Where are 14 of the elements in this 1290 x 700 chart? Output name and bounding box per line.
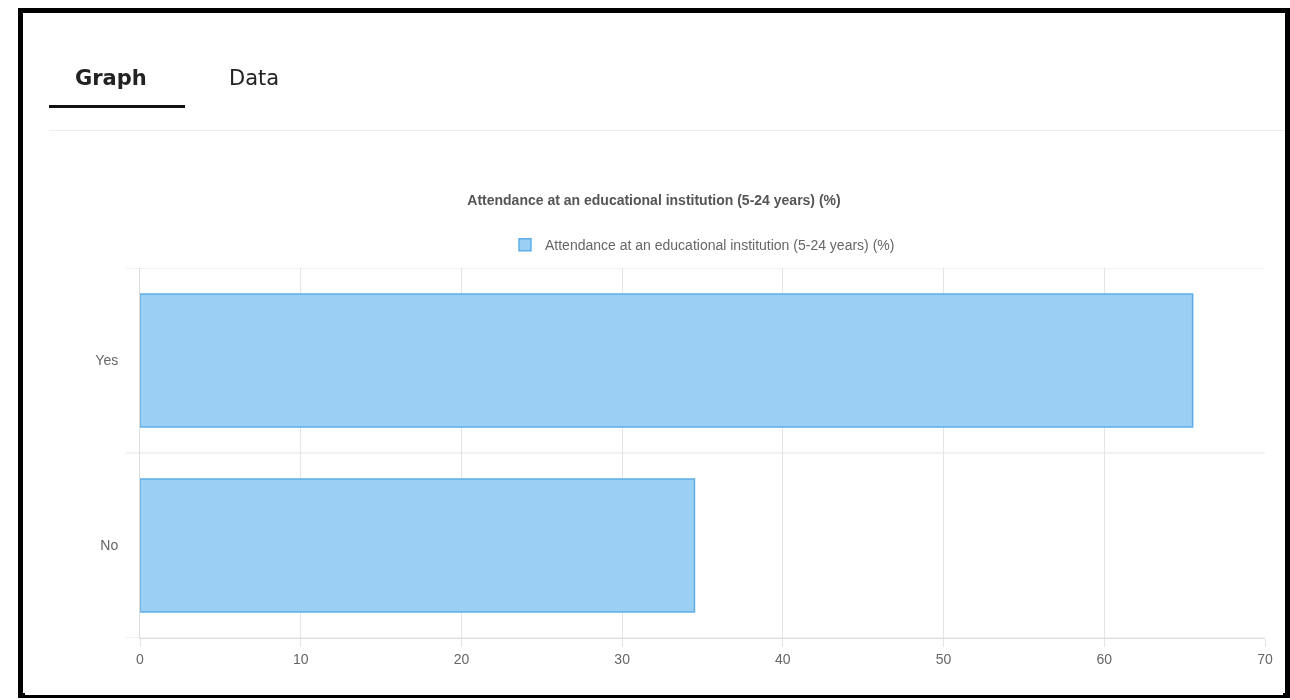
x-tick-label: 60	[1096, 650, 1113, 667]
x-tick-label: 70	[1257, 650, 1273, 667]
chart-title: Attendance at an educational institution (5-24 years) (%)	[467, 191, 841, 208]
y-tick-label: Yes	[95, 352, 119, 369]
x-tick-label: 0	[136, 650, 145, 667]
x-tick-label: 40	[775, 650, 791, 667]
x-tick-label: 50	[935, 650, 952, 667]
x-tick-label: 10	[292, 650, 309, 667]
x-tick-label: 20	[453, 650, 470, 667]
text: Graph	[75, 66, 147, 90]
y-tick-label: No	[100, 537, 119, 554]
x-tick-label: 30	[614, 650, 631, 667]
legend-label: Attendance at an educational institution (5-24 years) (%)	[545, 237, 895, 254]
text: Data	[229, 66, 280, 90]
